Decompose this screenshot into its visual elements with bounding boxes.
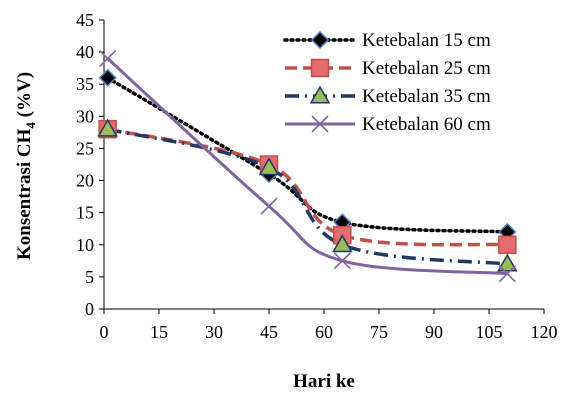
- data-point: [258, 157, 280, 176]
- legend-marker-1: [310, 30, 330, 50]
- y-tick-label: 35: [76, 74, 94, 94]
- legend: Ketebalan 15 cm Ketebalan 25 cm Ketebalan …: [283, 30, 491, 135]
- legend-label-3: Ketebalan 35 cm: [362, 86, 491, 107]
- legend-marker-2: [310, 58, 330, 78]
- data-point: [497, 253, 518, 272]
- x-tick-label: 15: [150, 322, 168, 342]
- data-point: [332, 234, 353, 253]
- y-tick-label: 30: [76, 106, 94, 126]
- series-markers: [97, 49, 518, 283]
- legend-label-2: Ketebalan 25 cm: [362, 58, 491, 79]
- x-tick-label: 120: [531, 322, 558, 342]
- y-tick-label: 45: [76, 10, 94, 30]
- series-lines: [105, 57, 510, 276]
- y-axis-title-subscript: 4: [23, 122, 38, 129]
- data-point: [99, 49, 117, 68]
- series-line-1: [105, 76, 510, 234]
- x-tick-label: 45: [260, 322, 278, 342]
- data-point: [97, 118, 118, 137]
- legend-label-4: Ketebalan 60 cm: [362, 114, 491, 135]
- y-tick-label: 5: [85, 267, 94, 287]
- legend-marker-3: [309, 85, 331, 104]
- y-tick-label: 40: [76, 42, 94, 62]
- x-tick-label: 30: [205, 322, 223, 342]
- y-tick-label: 20: [76, 171, 94, 191]
- x-tick-label: 0: [100, 322, 109, 342]
- y-tick-label: 25: [76, 138, 94, 158]
- x-tick-label: 60: [315, 322, 333, 342]
- series-line-2: [107, 127, 508, 247]
- y-axis-title: Konsentrasi CH4 (%V): [14, 72, 38, 260]
- data-point: [333, 252, 351, 270]
- y-axis-title-main: Konsentrasi CH: [14, 128, 35, 260]
- legend-marker-4: [311, 115, 329, 133]
- legend-label-1: Ketebalan 15 cm: [362, 30, 491, 51]
- y-tick-label: 0: [85, 299, 94, 319]
- x-tick-label: 75: [370, 322, 388, 342]
- y-tick-label: 15: [76, 203, 94, 223]
- data-point: [498, 235, 517, 255]
- x-tick-label: 105: [476, 322, 503, 342]
- y-tick-label: 10: [76, 235, 94, 255]
- x-tick-label: 90: [425, 322, 443, 342]
- data-point: [98, 68, 117, 87]
- series-line-3: [107, 127, 508, 266]
- data-point: [260, 197, 278, 215]
- chart-axes: 0 5 10 15 20 25 30 35 40 45 0 15 30 45 60 75 90 105 120: [76, 10, 558, 342]
- x-axis-title: Hari ke: [293, 371, 355, 392]
- data-point: [498, 265, 516, 283]
- y-axis-title-unit: (%V): [14, 72, 35, 122]
- series-line-4: [106, 57, 508, 276]
